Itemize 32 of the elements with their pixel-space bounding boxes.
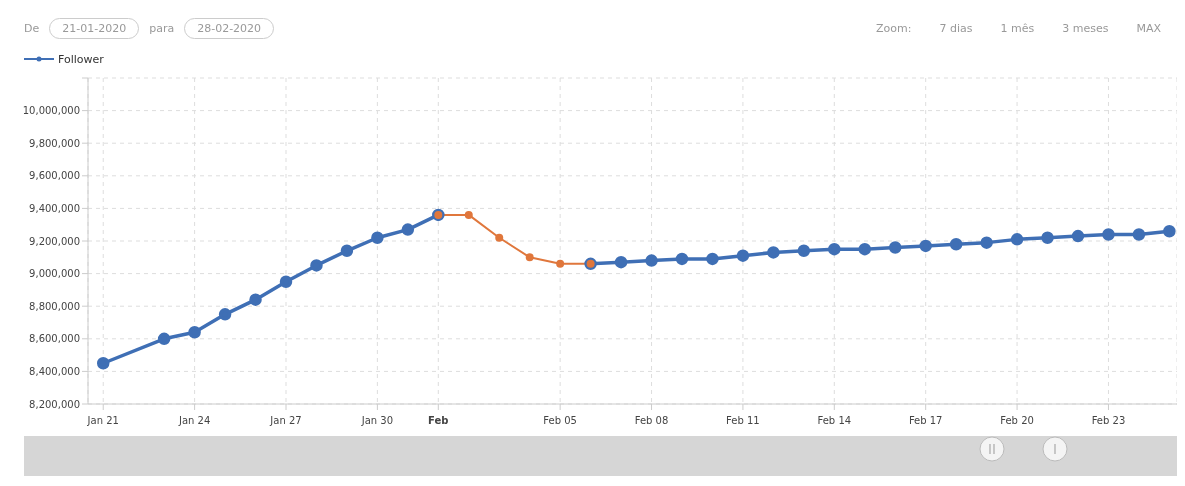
y-tick-label: 9,000,000 <box>29 268 80 280</box>
text: 28-02-2020 <box>184 17 275 39</box>
text: para <box>149 21 175 35</box>
legend-label: Follower <box>57 52 104 66</box>
text: MAX <box>1136 21 1161 35</box>
text: Zoom: <box>876 21 912 35</box>
y-tick-label: 9,200,000 <box>29 235 80 247</box>
y-tick-label: 8,600,000 <box>29 333 80 345</box>
x-tick-label: Feb <box>428 415 449 426</box>
y-tick-label: 8,800,000 <box>29 300 80 312</box>
x-tick-label: Feb 14 <box>817 415 852 426</box>
x-tick-label: Feb 20 <box>1000 415 1034 426</box>
y-tick-label: 9,400,000 <box>29 202 80 214</box>
text: 7 dias <box>939 21 973 35</box>
y-tick-label: 8,200,000 <box>29 398 80 410</box>
text: 21-01-2020 <box>49 17 140 39</box>
y-tick-label: 8,400,000 <box>29 365 80 377</box>
x-tick-label: Feb 11 <box>726 415 760 426</box>
text: De <box>24 21 40 35</box>
y-tick-label: 10,000,000 <box>22 105 80 117</box>
x-tick-label: Feb 17 <box>908 415 943 426</box>
x-tick-label: Jan 30 <box>360 415 394 426</box>
x-tick-label: Jan 24 <box>177 415 211 426</box>
x-tick-label: Feb 05 <box>543 415 577 426</box>
x-tick-label: Jan 27 <box>269 415 302 426</box>
y-tick-label: 9,800,000 <box>29 137 80 149</box>
x-tick-label: Feb 08 <box>634 415 669 426</box>
text: 1 mês <box>1000 21 1035 35</box>
x-tick-label: Jan 21 <box>86 415 119 426</box>
y-tick-label: 9,600,000 <box>29 170 80 182</box>
text: 3 meses <box>1062 21 1109 35</box>
x-tick-label: Feb 23 <box>1091 415 1126 426</box>
